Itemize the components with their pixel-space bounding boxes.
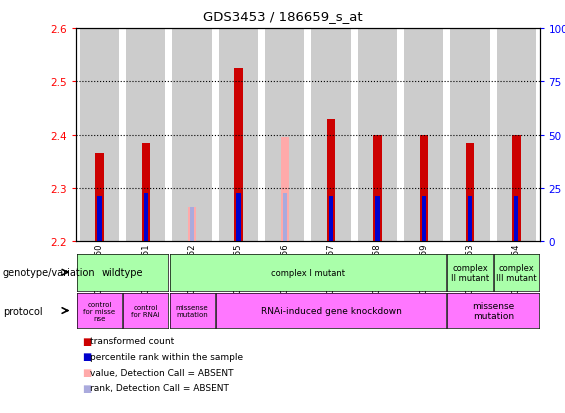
Bar	[358, 29, 397, 242]
Text: value, Detection Call = ABSENT: value, Detection Call = ABSENT	[90, 368, 234, 377]
Bar	[142, 143, 150, 242]
Bar	[512, 135, 520, 242]
Bar	[190, 207, 194, 242]
Text: missense
mutation: missense mutation	[176, 304, 208, 317]
Bar	[236, 194, 241, 242]
Bar	[188, 207, 196, 242]
Text: ■: ■	[82, 383, 91, 393]
Text: protocol: protocol	[3, 306, 42, 316]
Text: rank, Detection Call = ABSENT: rank, Detection Call = ABSENT	[90, 383, 229, 392]
Text: complex
II mutant: complex II mutant	[451, 263, 489, 282]
Bar	[373, 135, 381, 242]
Bar	[421, 197, 426, 242]
Bar	[281, 138, 289, 242]
Bar	[126, 29, 166, 242]
Text: ■: ■	[82, 336, 91, 346]
Bar	[172, 29, 212, 242]
Bar	[311, 29, 351, 242]
Bar	[466, 143, 474, 242]
Text: ■: ■	[82, 351, 91, 361]
Text: complex
III mutant: complex III mutant	[496, 263, 537, 282]
Text: RNAi-induced gene knockdown: RNAi-induced gene knockdown	[260, 306, 402, 315]
Bar	[327, 119, 335, 242]
Bar	[450, 29, 490, 242]
Bar	[329, 197, 333, 242]
Text: control
for misse
nse: control for misse nse	[84, 301, 115, 321]
Text: wildtype: wildtype	[102, 268, 144, 278]
Bar	[282, 194, 287, 242]
Text: control
for RNAi: control for RNAi	[132, 304, 160, 317]
Bar	[468, 197, 472, 242]
Text: genotype/variation: genotype/variation	[3, 268, 95, 278]
Bar	[514, 197, 519, 242]
Bar	[234, 69, 242, 242]
Bar	[95, 154, 103, 242]
Text: complex I mutant: complex I mutant	[271, 268, 345, 277]
Bar	[497, 29, 536, 242]
Text: transformed count: transformed count	[90, 336, 175, 345]
Bar	[420, 135, 428, 242]
Bar	[404, 29, 444, 242]
Bar	[219, 29, 258, 242]
Text: GDS3453 / 186659_s_at: GDS3453 / 186659_s_at	[203, 10, 362, 23]
Bar	[97, 197, 102, 242]
Bar	[144, 194, 148, 242]
Text: missense
mutation: missense mutation	[472, 301, 514, 320]
Text: percentile rank within the sample: percentile rank within the sample	[90, 352, 244, 361]
Bar	[375, 197, 380, 242]
Text: ■: ■	[82, 367, 91, 377]
Bar	[265, 29, 305, 242]
Bar	[80, 29, 119, 242]
